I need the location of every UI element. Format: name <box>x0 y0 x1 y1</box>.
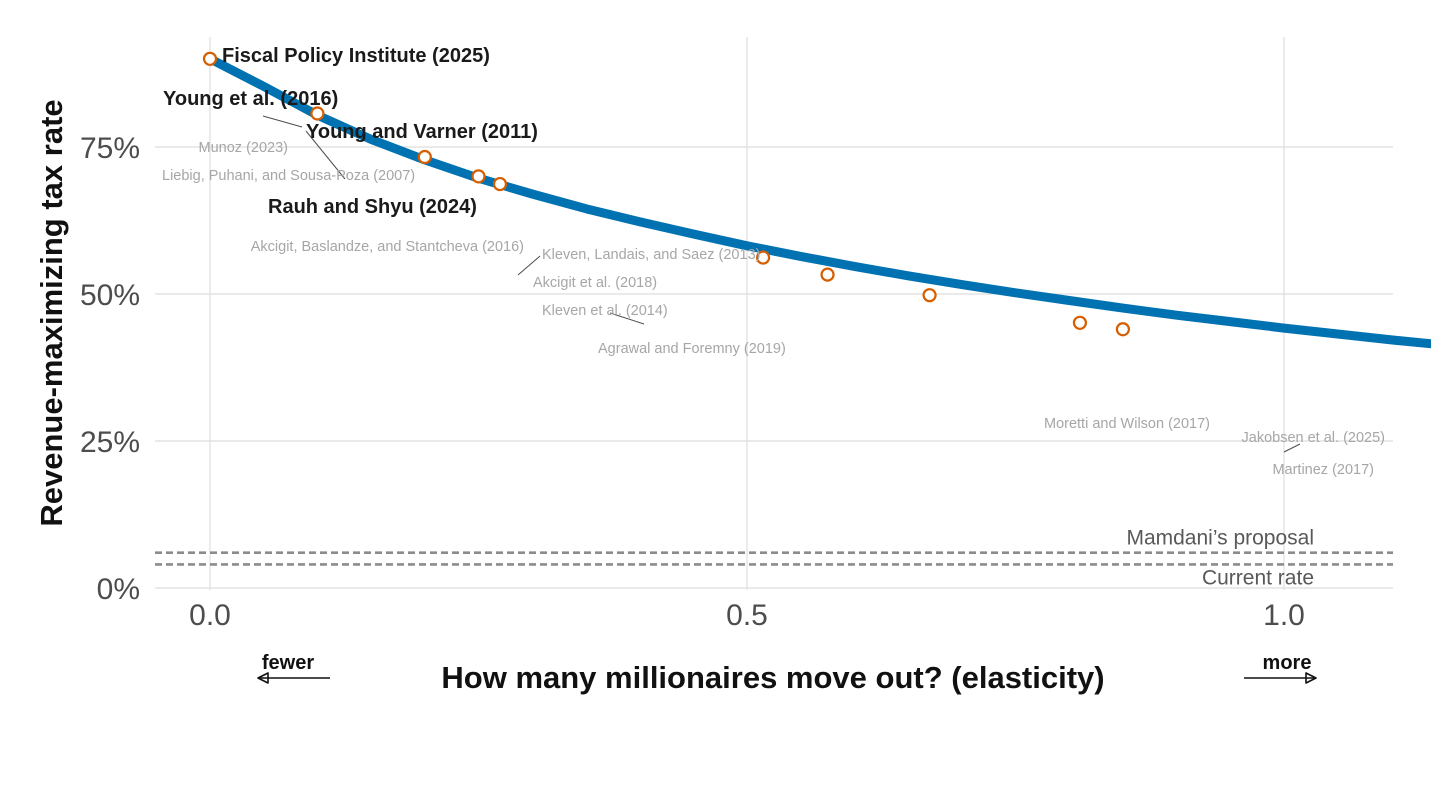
grid-lines <box>155 37 1393 590</box>
study-label: Akcigit et al. (2018) <box>533 275 657 291</box>
study-label: Martinez (2017) <box>1272 462 1374 478</box>
study-points <box>202 51 1131 337</box>
study-label: Jakobsen et al. (2025) <box>1242 430 1385 446</box>
reference-line-label: Mamdani’s proposal <box>1126 527 1314 550</box>
study-label: Rauh and Shyu (2024) <box>268 196 477 218</box>
study-labels: Fiscal Policy Institute (2025) Young et a… <box>162 45 1385 478</box>
more-label: more <box>1263 652 1312 674</box>
x-axis-title: How many millionaires move out? (elastic… <box>441 660 1104 695</box>
leader-line <box>517 255 541 276</box>
leader-line <box>305 130 346 180</box>
label-leader-lines <box>262 115 1301 453</box>
study-point <box>492 176 508 192</box>
y-tick-label: 75% <box>80 132 140 165</box>
axis-ticks: 0.00.51.01.52.00%25%50%75% <box>80 132 1305 632</box>
y-axis-title: Revenue-maximizing tax rate <box>34 99 69 526</box>
leader-line <box>609 312 645 325</box>
y-tick-label: 25% <box>80 426 140 459</box>
study-label: Young et al. (2016) <box>163 88 338 110</box>
y-tick-label: 0% <box>97 573 140 606</box>
study-point <box>1072 315 1088 330</box>
study-point <box>310 106 325 121</box>
x-tick-label: 0.0 <box>189 599 231 632</box>
revenue-curve <box>207 54 1431 349</box>
study-label: Akcigit, Baslandze, and Stantcheva (2016… <box>251 239 524 255</box>
right-arrow-icon <box>1244 672 1317 684</box>
study-point <box>820 267 835 282</box>
study-point <box>202 51 218 66</box>
study-label: Kleven et al. (2014) <box>542 303 668 319</box>
left-arrow-icon <box>257 672 330 684</box>
study-point <box>471 169 486 184</box>
leader-line <box>1283 443 1301 453</box>
study-label: Moretti and Wilson (2017) <box>1044 416 1210 432</box>
study-label: Munoz (2023) <box>199 140 288 156</box>
x-tick-label: 0.5 <box>726 599 768 632</box>
study-label: Agrawal and Foremny (2019) <box>598 341 786 357</box>
fewer-label: fewer <box>262 652 314 674</box>
reference-lines: Mamdani’s proposal Current rate <box>155 527 1393 589</box>
study-label: Young and Varner (2011) <box>306 121 538 143</box>
study-point <box>756 250 771 265</box>
leader-line <box>262 115 303 128</box>
x-tick-label: 1.0 <box>1263 599 1305 632</box>
study-label: Liebig, Puhani, and Sousa-Poza (2007) <box>162 168 415 184</box>
y-tick-label: 50% <box>80 279 140 312</box>
study-label: Kleven, Landais, and Saez (2013) <box>542 247 760 263</box>
reference-line-label: Current rate <box>1202 566 1314 589</box>
study-point <box>1115 322 1131 337</box>
study-label: Fiscal Policy Institute (2025) <box>222 45 490 67</box>
study-point <box>922 288 937 303</box>
study-point <box>417 149 432 165</box>
